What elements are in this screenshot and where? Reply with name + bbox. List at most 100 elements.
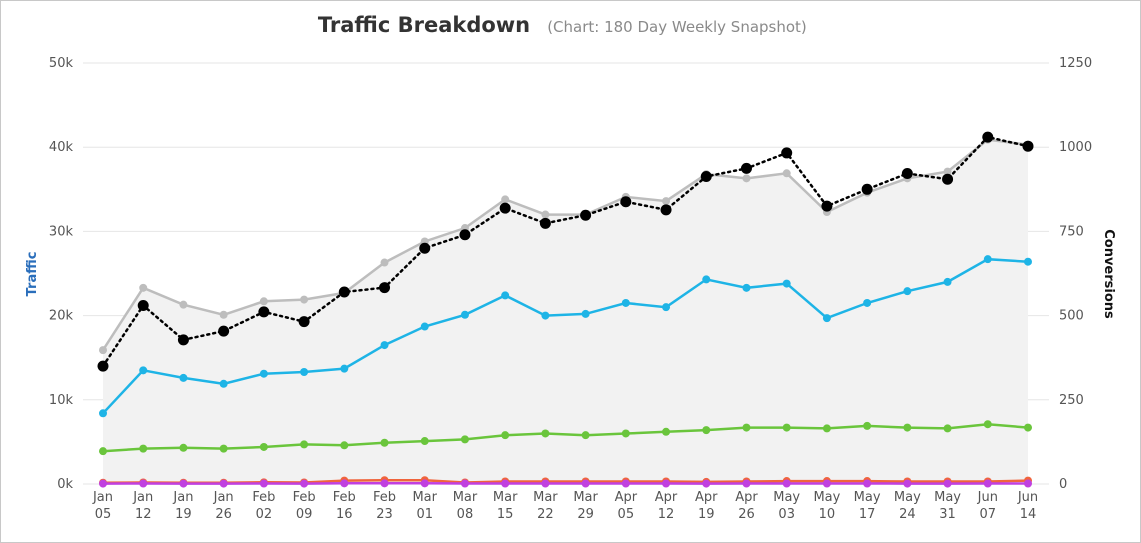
y2-tick-label: 1250 <box>1059 56 1092 71</box>
traffic-source-d-point <box>340 479 349 488</box>
traffic-source-b-point <box>300 440 309 449</box>
traffic-source-a-point <box>541 311 550 320</box>
traffic-source-b-point <box>983 420 992 429</box>
traffic-source-d-point <box>380 479 389 488</box>
traffic-source-a-point <box>702 275 711 284</box>
x-tick-label: Mar 01 <box>412 490 437 522</box>
traffic-source-d-point <box>943 479 952 488</box>
traffic-source-d-point <box>99 479 107 488</box>
y2-tick-label: 0 <box>1059 477 1067 492</box>
area-layer <box>103 139 1028 484</box>
x-tick-label: Apr 26 <box>735 490 758 522</box>
total-traffic-point <box>782 169 791 178</box>
conversions-point <box>700 171 712 183</box>
conversions-point <box>901 167 913 179</box>
traffic-source-d-point <box>782 479 791 488</box>
y-tick-label: 20k <box>49 309 74 324</box>
traffic-source-d-point <box>702 479 711 488</box>
total-traffic-point <box>219 310 228 319</box>
traffic-source-b-point <box>581 431 590 440</box>
conversions-point <box>177 334 189 346</box>
traffic-source-d-point <box>139 479 148 488</box>
traffic-source-d-point <box>300 479 309 488</box>
x-tick-label: Mar 15 <box>493 490 518 522</box>
conversions-point <box>218 325 230 337</box>
x-tick-label: Jan 05 <box>92 490 113 522</box>
conversions-point <box>459 229 471 241</box>
traffic-source-b-point <box>219 444 228 453</box>
conversions-point <box>660 204 672 216</box>
total-traffic-point <box>300 295 309 304</box>
traffic-source-a-point <box>863 298 872 307</box>
traffic-source-a-point <box>782 279 791 288</box>
total-traffic-point <box>380 258 389 267</box>
x-tick-label: Apr 19 <box>695 490 718 522</box>
traffic-source-a-point <box>1024 257 1032 266</box>
traffic-source-d-point <box>662 479 671 488</box>
y2-tick-label: 500 <box>1059 309 1084 324</box>
traffic-source-a-point <box>99 409 107 418</box>
conversions-line <box>101 135 1030 368</box>
traffic-source-a-point <box>300 368 309 377</box>
traffic-source-b-point <box>259 442 268 451</box>
traffic-source-b-point <box>742 423 751 432</box>
traffic-source-b-point <box>621 429 630 438</box>
x-tick-label: May 31 <box>934 490 961 522</box>
x-tick-label: May 17 <box>854 490 881 522</box>
x-tick-label: May 24 <box>894 490 921 522</box>
y-tick-label: 10k <box>49 393 74 408</box>
traffic-source-b-point <box>943 424 952 433</box>
total-traffic-point <box>742 174 751 183</box>
conversions-point <box>137 299 149 311</box>
conversions-point <box>580 209 592 221</box>
traffic-source-a-point <box>943 277 952 286</box>
total-traffic-point <box>179 300 188 309</box>
conversions-point <box>97 360 109 372</box>
traffic-source-a-point <box>662 303 671 312</box>
traffic-source-d-point <box>460 479 469 488</box>
traffic-source-b-point <box>380 438 389 447</box>
traffic-source-a-point <box>380 341 389 350</box>
traffic-source-b-point <box>501 431 510 440</box>
chart-subtitle: (Chart: 180 Day Weekly Snapshot) <box>547 18 807 36</box>
x-tick-label: Apr 12 <box>655 490 678 522</box>
total-traffic-point <box>99 346 107 355</box>
traffic-source-d-point <box>219 479 228 488</box>
traffic-source-d-point <box>903 479 912 488</box>
total-traffic-line <box>101 138 1029 351</box>
conversions-point <box>781 147 793 159</box>
traffic-source-d-point <box>259 479 268 488</box>
total-traffic-area <box>103 139 1028 484</box>
y-axis-title: Traffic <box>25 252 40 297</box>
traffic-source-d-point <box>863 479 872 488</box>
traffic-source-d-point <box>541 479 550 488</box>
total-traffic-point <box>541 210 550 219</box>
traffic-source-b-point <box>99 447 107 456</box>
x-tick-label: Mar 08 <box>453 490 478 522</box>
traffic-source-b-line <box>102 422 1029 453</box>
total-traffic-point <box>501 195 510 204</box>
y-tick-label: 40k <box>49 140 74 155</box>
conversions-point <box>499 202 511 214</box>
x-tick-label: May 10 <box>813 490 840 522</box>
total-traffic-point <box>259 297 268 306</box>
axis-layer: 0k 10k 20k 30k 40k 50k 0 250 500 750 1000 1250 Jan 05… <box>49 56 1092 522</box>
conversions-point <box>942 173 954 185</box>
traffic-source-d-point <box>581 479 590 488</box>
chart-title: Traffic Breakdown <box>318 13 530 37</box>
traffic-source-a-point <box>903 287 912 296</box>
traffic-source-b-point <box>139 444 148 453</box>
y2-tick-label: 1000 <box>1059 140 1092 155</box>
traffic-source-a-point <box>420 322 429 331</box>
x-tick-label: Jan 19 <box>172 490 193 522</box>
traffic-source-b-point <box>863 421 872 430</box>
traffic-source-b-point <box>1024 423 1032 432</box>
x-tick-label: Feb 09 <box>293 490 316 522</box>
traffic-source-a-point <box>219 379 228 388</box>
traffic-source-d-point <box>1024 479 1032 488</box>
traffic-source-a-point <box>139 366 148 375</box>
x-tick-label: May 03 <box>773 490 800 522</box>
traffic-source-b-point <box>460 435 469 444</box>
traffic-source-b-point <box>702 426 711 435</box>
